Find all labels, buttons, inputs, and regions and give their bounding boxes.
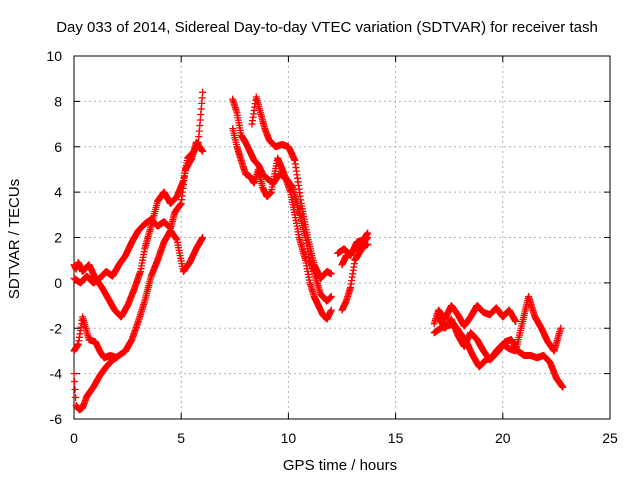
data-layer [70, 88, 567, 414]
chart-title: Day 033 of 2014, Sidereal Day-to-day VTE… [56, 19, 598, 36]
tick-layer: 0 5 10 15 20 25 -6 -4 -2 0 2 4 6 8 10 [46, 48, 618, 446]
y-tick-label: 0 [54, 275, 62, 291]
y-axis-title: SDTVAR / TECUs [6, 179, 23, 299]
y-tick-label: -2 [50, 320, 63, 336]
y-tick-label: 2 [54, 230, 62, 246]
data-point [71, 386, 79, 394]
data-point [113, 354, 121, 362]
x-axis-title: GPS time / hours [283, 457, 397, 474]
series-track-11 [430, 302, 520, 330]
series-track-9 [338, 240, 372, 314]
series-track-3 [70, 227, 207, 414]
y-tick-label: 4 [54, 184, 62, 200]
series-track-1 [70, 88, 207, 321]
data-point [327, 292, 335, 300]
data-point [364, 229, 372, 237]
data-point [512, 317, 520, 325]
x-tick-label: 10 [281, 430, 297, 446]
x-tick-label: 5 [177, 430, 185, 446]
series-track-7 [248, 93, 335, 282]
y-tick-label: -4 [50, 366, 63, 382]
x-tick-label: 0 [70, 430, 78, 446]
y-tick-label: 10 [46, 48, 62, 64]
series-track-10 [334, 229, 372, 260]
x-tick-label: 15 [388, 430, 404, 446]
data-point [559, 383, 567, 391]
y-tick-label: 6 [54, 139, 62, 155]
series-track-4 [70, 313, 121, 362]
data-point [199, 88, 207, 96]
y-tick-label: 8 [54, 93, 62, 109]
series-track-2 [70, 138, 207, 287]
data-point [199, 234, 207, 241]
series-track-6 [229, 95, 335, 305]
data-point [557, 324, 565, 332]
data-point [327, 270, 335, 278]
data-point [70, 370, 78, 378]
grid-layer [74, 56, 610, 419]
data-point [71, 378, 79, 386]
x-tick-label: 25 [602, 430, 618, 446]
series-track-13 [434, 292, 565, 364]
data-point [72, 393, 80, 401]
x-tick-label: 20 [495, 430, 511, 446]
data-point [364, 240, 372, 248]
y-tick-label: -6 [50, 411, 63, 427]
data-point [327, 306, 335, 314]
data-point [199, 147, 207, 155]
